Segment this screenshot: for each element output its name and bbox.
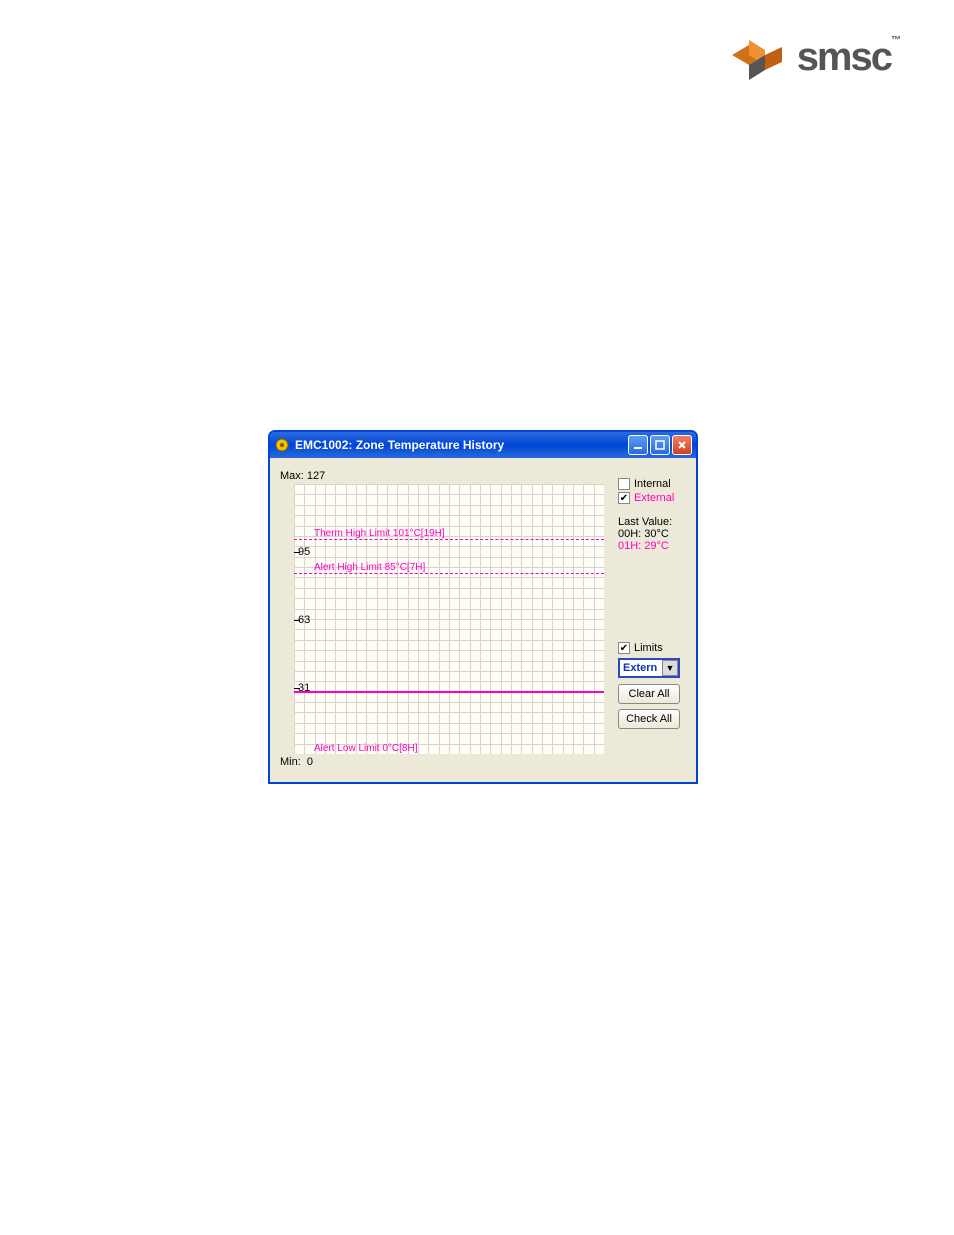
window-title: EMC1002: Zone Temperature History	[295, 438, 628, 452]
legend-external[interactable]: ✔ External	[618, 492, 686, 504]
logo-text: smsc™	[797, 35, 899, 80]
logo-mark-icon	[727, 35, 787, 80]
last-value-external: 01H: 29°C	[618, 540, 686, 552]
close-button[interactable]	[672, 435, 692, 455]
limit-label: Alert High Limit 85°C[7H]	[314, 562, 425, 573]
channel-select[interactable]: Extern ▼	[618, 658, 680, 678]
maximize-button[interactable]	[650, 435, 670, 455]
minimize-button[interactable]	[628, 435, 648, 455]
temperature-plot: 316395Therm High Limit 101°C[19H]Alert H…	[294, 484, 604, 754]
window-titlebar[interactable]: EMC1002: Zone Temperature History	[270, 432, 696, 458]
limits-toggle[interactable]: ✔ Limits	[618, 642, 686, 654]
check-all-button[interactable]: Check All	[618, 709, 680, 729]
clear-all-button[interactable]: Clear All	[618, 684, 680, 704]
limit-label: Therm High Limit 101°C[19H]	[314, 528, 445, 539]
legend-internal[interactable]: Internal	[618, 478, 686, 490]
max-label: Max: 127	[280, 470, 610, 482]
chevron-down-icon[interactable]: ▼	[662, 660, 678, 676]
external-checkbox[interactable]: ✔	[618, 492, 630, 504]
limit-line	[294, 539, 604, 540]
internal-label: Internal	[634, 478, 671, 490]
last-value-internal: 00H: 30°C	[618, 528, 686, 540]
limits-checkbox[interactable]: ✔	[618, 642, 630, 654]
temperature-history-window: EMC1002: Zone Temperature History Max: 1…	[268, 430, 698, 784]
select-value: Extern	[623, 662, 657, 674]
internal-checkbox[interactable]	[618, 478, 630, 490]
limit-line	[294, 573, 604, 574]
limit-label: Alert Low Limit 0°C[8H]	[314, 743, 417, 754]
min-label: Min: 0	[280, 756, 610, 768]
external-label: External	[634, 492, 674, 504]
external-series-line	[294, 691, 604, 693]
limits-label: Limits	[634, 642, 663, 654]
company-logo: smsc™	[727, 35, 899, 80]
app-icon	[274, 437, 290, 453]
last-value-heading: Last Value:	[618, 516, 686, 528]
